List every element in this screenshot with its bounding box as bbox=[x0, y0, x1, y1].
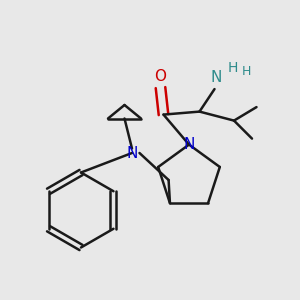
Text: H: H bbox=[227, 61, 238, 75]
Text: N: N bbox=[210, 70, 222, 85]
Text: O: O bbox=[154, 69, 166, 84]
Text: N: N bbox=[126, 146, 138, 160]
Text: N: N bbox=[183, 137, 195, 152]
Text: H: H bbox=[241, 64, 251, 78]
